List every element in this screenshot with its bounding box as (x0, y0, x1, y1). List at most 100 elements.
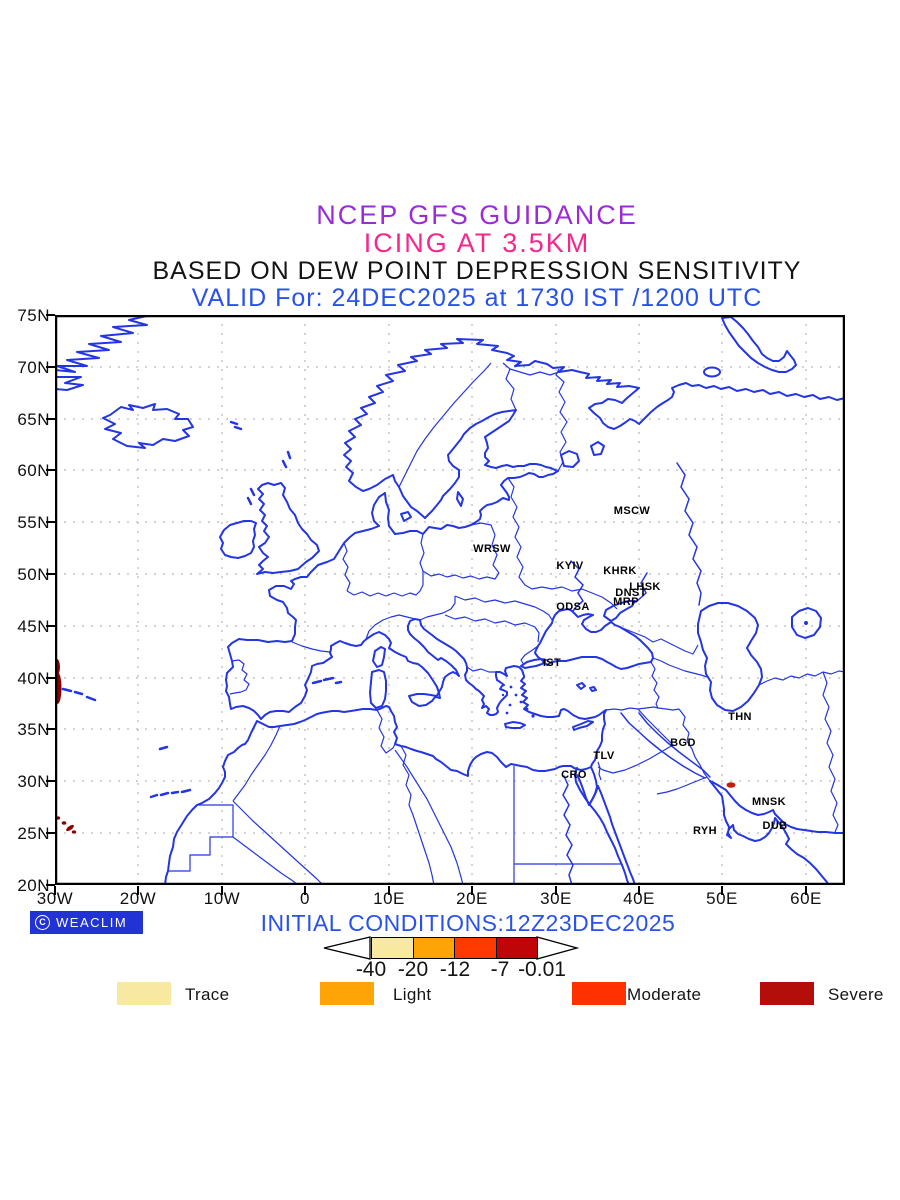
lon-axis-label: 30E (540, 889, 572, 908)
rivers (562, 462, 711, 885)
lon-axis-label: 10W (203, 889, 241, 908)
iran-south-coast (709, 780, 845, 834)
lat-axis-tick (46, 314, 55, 316)
colorbar-cell (412, 937, 455, 959)
aegean-islands (501, 685, 535, 718)
lat-axis-label: 35N (17, 720, 50, 739)
aral-sea (791, 607, 822, 639)
lat-axis-label: 60N (17, 461, 50, 480)
corsica-island (372, 646, 386, 668)
atlantic-coast (225, 492, 396, 720)
lon-axis-tick (471, 886, 473, 895)
legend-swatch-moderate (572, 982, 626, 1005)
lat-axis-label: 20N (17, 876, 50, 895)
title-product: ICING AT 3.5KM (363, 228, 591, 258)
lat-axis-label: 45N (17, 617, 50, 636)
lat-axis-label: 70N (17, 358, 50, 377)
sinai-coast (576, 766, 598, 806)
map-frame-border (55, 315, 845, 885)
lat-axis-tick (46, 677, 55, 679)
lon-axis-tick (721, 886, 723, 895)
lon-axis-tick (638, 886, 640, 895)
logo-text: WEACLIM (56, 915, 128, 930)
tigris-river (638, 712, 711, 778)
iceland-coast (102, 403, 194, 449)
icing-moderate-spot-gulf (726, 782, 736, 788)
nile-river (562, 775, 574, 885)
lon-axis-label: 0 (300, 889, 310, 908)
lat-axis-tick (46, 366, 55, 368)
persian-gulf-south-coast (709, 780, 830, 885)
legend-label-severe: Severe (828, 985, 884, 1004)
aral-island (804, 621, 808, 625)
sardinia-island (369, 669, 387, 709)
lat-axis-tick (46, 573, 55, 575)
colorbar-value: -20 (397, 958, 429, 981)
title-valid-time: VALID For: 24DEC2025 at 1730 IST /1200 U… (191, 284, 763, 312)
crete-island (504, 721, 526, 729)
lat-axis-tick (46, 418, 55, 420)
lat-axis-label: 50N (17, 565, 50, 584)
legend-swatch-trace (117, 982, 171, 1005)
kolguyev-island (703, 366, 721, 378)
lon-axis-label: 30W (36, 889, 74, 908)
lat-axis-tick (46, 625, 55, 627)
colorbar-right-arrow (536, 936, 579, 960)
lon-axis-tick (221, 886, 223, 895)
britain-coast (256, 482, 320, 575)
colorbar-value: -0.01 (518, 958, 566, 981)
turkey-levant-africa-coast (164, 676, 607, 885)
lat-axis-label: 65N (17, 410, 50, 429)
colorbar-cell (454, 937, 497, 959)
caspian-sea (697, 602, 763, 712)
legend-swatch-light (320, 982, 374, 1005)
lon-axis-label: 40E (623, 889, 655, 908)
colorbar-cell (371, 937, 414, 959)
lat-axis-tick (46, 728, 55, 730)
scandinavia-arctic-coast (343, 338, 845, 519)
azov-sea (603, 600, 636, 622)
balearic-islands (311, 676, 343, 685)
anatolia-lakes (576, 682, 597, 692)
lon-axis-tick (137, 886, 139, 895)
country-borders (168, 362, 845, 885)
legend-swatch-severe (760, 982, 814, 1005)
lake-onega (590, 441, 605, 456)
lat-axis-tick (46, 521, 55, 523)
adriatic-greece-coast (419, 619, 525, 716)
zealand-island (400, 511, 412, 522)
lon-axis-label: 20W (119, 889, 157, 908)
lon-axis-tick (388, 886, 390, 895)
coastlines (55, 315, 845, 885)
lon-axis-label: 10E (373, 889, 405, 908)
title-model: NCEP GFS GUIDANCE (316, 200, 638, 230)
map-plot-area (55, 315, 845, 885)
red-sea-west-coast (574, 767, 630, 885)
europe-map-canvas (55, 315, 845, 885)
novaya-zemlya-coast (721, 316, 797, 373)
icing-severe-spots (55, 659, 77, 834)
grid-lines (55, 315, 845, 885)
shetland-islands (281, 450, 292, 469)
icing-colorbar (323, 936, 579, 960)
arabia-west-coast (588, 785, 636, 885)
initial-conditions-text: INITIAL CONDITIONS:12Z23DEC2025 (260, 910, 676, 936)
title-method: BASED ON DEW POINT DEPRESSION SENSITIVIT… (152, 257, 802, 285)
colorbar-cell (495, 937, 538, 959)
baltic-coast (394, 409, 559, 535)
lon-axis-label: 20E (456, 889, 488, 908)
don-river (635, 572, 648, 603)
lat-axis-label: 75N (17, 306, 50, 325)
colorbar-left-arrow (323, 936, 371, 960)
legend-label-trace: Trace (185, 985, 230, 1004)
lon-axis-tick (54, 886, 56, 895)
lon-axis-tick (805, 886, 807, 895)
lat-axis-label: 40N (17, 669, 50, 688)
lat-axis-label: 30N (17, 772, 50, 791)
euphrates-river (620, 712, 706, 779)
dnieper-river (570, 560, 584, 612)
legend-label-moderate: Moderate (627, 985, 702, 1004)
colorbar-value: -12 (439, 958, 471, 981)
mediterranean-north-coast (260, 618, 460, 720)
